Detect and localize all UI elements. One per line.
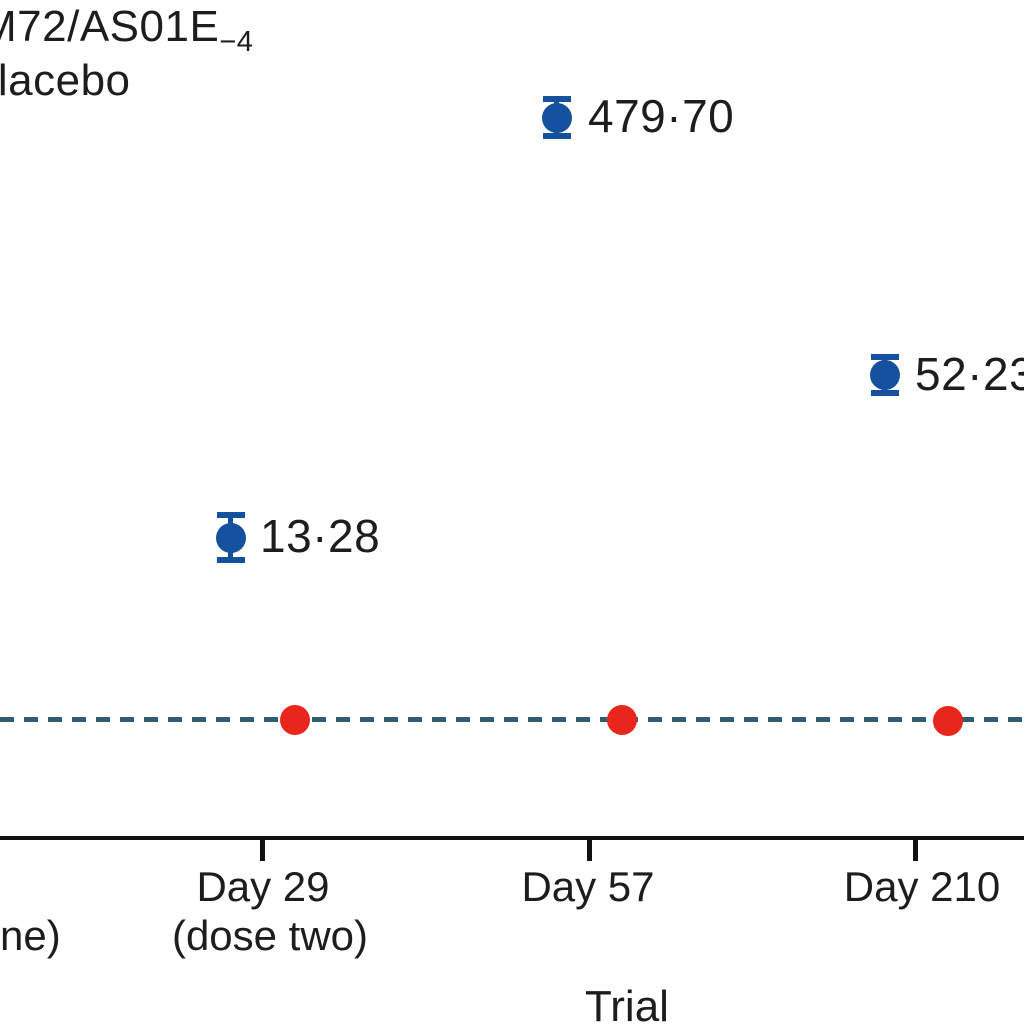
data-point-day210-marker [870, 354, 900, 396]
placebo-point-day210-icon [933, 706, 963, 736]
vaccine-point-icon [870, 360, 900, 390]
x-tick-day57 [587, 840, 592, 861]
x-axis-title: Trial [585, 982, 669, 1024]
x-label-day29: Day 29 [196, 863, 330, 910]
placebo-point-day57-icon [607, 705, 637, 735]
legend-placebo-label: Placebo [0, 56, 131, 105]
x-label-day29-dose-two: (dose two) [171, 912, 369, 959]
x-tick-day210 [913, 840, 918, 861]
vaccine-point-icon [542, 102, 572, 133]
vaccine-point-icon [216, 522, 246, 553]
x-label-day210: Day 210 [843, 863, 1001, 910]
legend-entry-placebo: Placebo [0, 56, 131, 106]
data-label-day29: 13·28 [260, 509, 381, 562]
x-axis-line [0, 836, 1024, 840]
error-bar-bottom-cap [871, 390, 899, 396]
data-point-day29-marker [216, 512, 246, 563]
error-bar-bottom-cap [543, 133, 571, 139]
legend-entry-vaccine: M72/AS01E−4 [0, 2, 253, 57]
data-point-day57-marker [542, 96, 572, 139]
legend-vaccine-subscript: −4 [219, 26, 254, 59]
data-label-day57: 479·70 [588, 89, 735, 142]
error-bar-bottom-cap [217, 557, 245, 563]
x-tick-day29 [260, 840, 265, 861]
legend-vaccine-label: M72/AS01E [0, 2, 220, 51]
x-label-dose-one-fragment: ne) [0, 912, 61, 959]
placebo-point-day29-icon [280, 705, 310, 735]
x-label-day57: Day 57 [521, 863, 655, 910]
data-label-day210: 52·23 [915, 347, 1024, 400]
placebo-baseline-dashed-line [0, 717, 1024, 722]
